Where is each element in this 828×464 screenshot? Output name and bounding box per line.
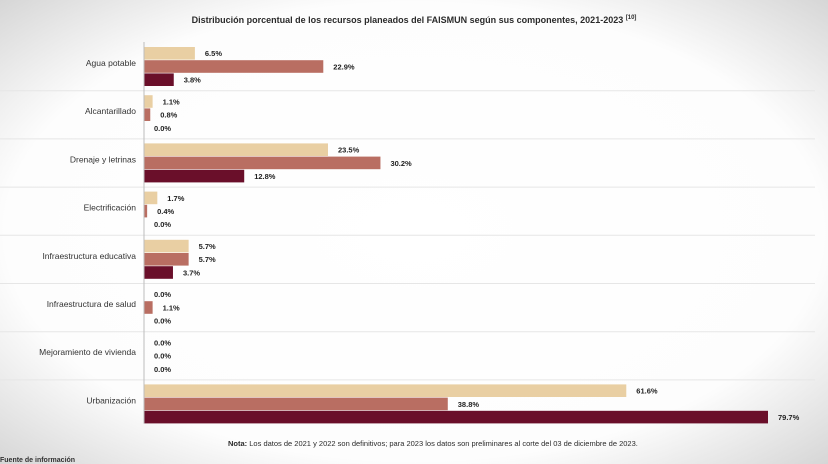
data-label: 3.8% [184, 76, 201, 85]
bar-2021 [144, 143, 328, 156]
bar-2021 [144, 47, 195, 60]
data-label: 30.2% [390, 159, 412, 168]
bar-2023 [144, 73, 174, 86]
data-label: 3.7% [183, 268, 200, 277]
bar-2021 [144, 191, 158, 205]
category-label: Mejoramiento de vivienda [39, 347, 136, 357]
bar-2022 [144, 204, 148, 218]
data-label: 79.7% [778, 413, 800, 422]
bar-2023 [144, 410, 768, 424]
data-label: 23.5% [338, 146, 360, 155]
data-label: 1.7% [167, 194, 184, 203]
data-label: 12.8% [254, 172, 276, 181]
source-label: Fuente de información [0, 457, 76, 464]
bar-2023 [144, 169, 245, 183]
chart-title: Distribución porcentual de los recursos … [191, 15, 637, 25]
data-label: 0.8% [160, 111, 177, 120]
data-label: 38.8% [458, 400, 480, 409]
bar-2022 [144, 301, 153, 314]
note-label: Nota: [228, 439, 248, 448]
data-label: 5.7% [199, 255, 216, 264]
data-label: 6.5% [205, 49, 222, 58]
data-label: 5.7% [199, 242, 216, 251]
bar-2022 [144, 397, 448, 411]
data-label: 0.4% [157, 207, 174, 216]
category-label: Drenaje y letrinas [70, 154, 136, 164]
title-reference: [10] [625, 15, 637, 21]
category-label: Infraestructura de salud [47, 299, 137, 309]
category-label: Agua potable [86, 58, 136, 68]
bar-2021 [144, 384, 627, 397]
category-label: Alcantarillado [85, 106, 136, 116]
category-label: Infraestructura educativa [42, 251, 136, 261]
data-label: 0.0% [154, 317, 171, 326]
bar-2023 [144, 266, 173, 279]
data-label: 0.0% [154, 352, 171, 361]
bar-2022 [144, 108, 151, 121]
data-label: 0.0% [154, 290, 171, 299]
bar-2022 [144, 156, 381, 170]
category-label: Urbanización [86, 395, 136, 405]
bar-2022 [144, 60, 324, 73]
bar-2021 [144, 95, 153, 108]
data-label: 0.0% [154, 124, 171, 133]
chart-note: Nota: Los datos de 2021 y 2022 son defin… [228, 439, 788, 448]
data-label: 22.9% [333, 62, 355, 71]
category-label: Electrificación [84, 203, 137, 213]
note-text: Los datos de 2021 y 2022 son definitivos… [249, 439, 638, 448]
data-label: 0.0% [154, 220, 171, 229]
data-label: 0.0% [154, 365, 171, 374]
data-label: 61.6% [636, 387, 658, 396]
bar-2022 [144, 253, 189, 266]
data-label: 1.1% [163, 303, 180, 312]
data-label: 1.1% [163, 97, 180, 106]
bar-2021 [144, 239, 189, 253]
data-label: 0.0% [154, 338, 171, 347]
